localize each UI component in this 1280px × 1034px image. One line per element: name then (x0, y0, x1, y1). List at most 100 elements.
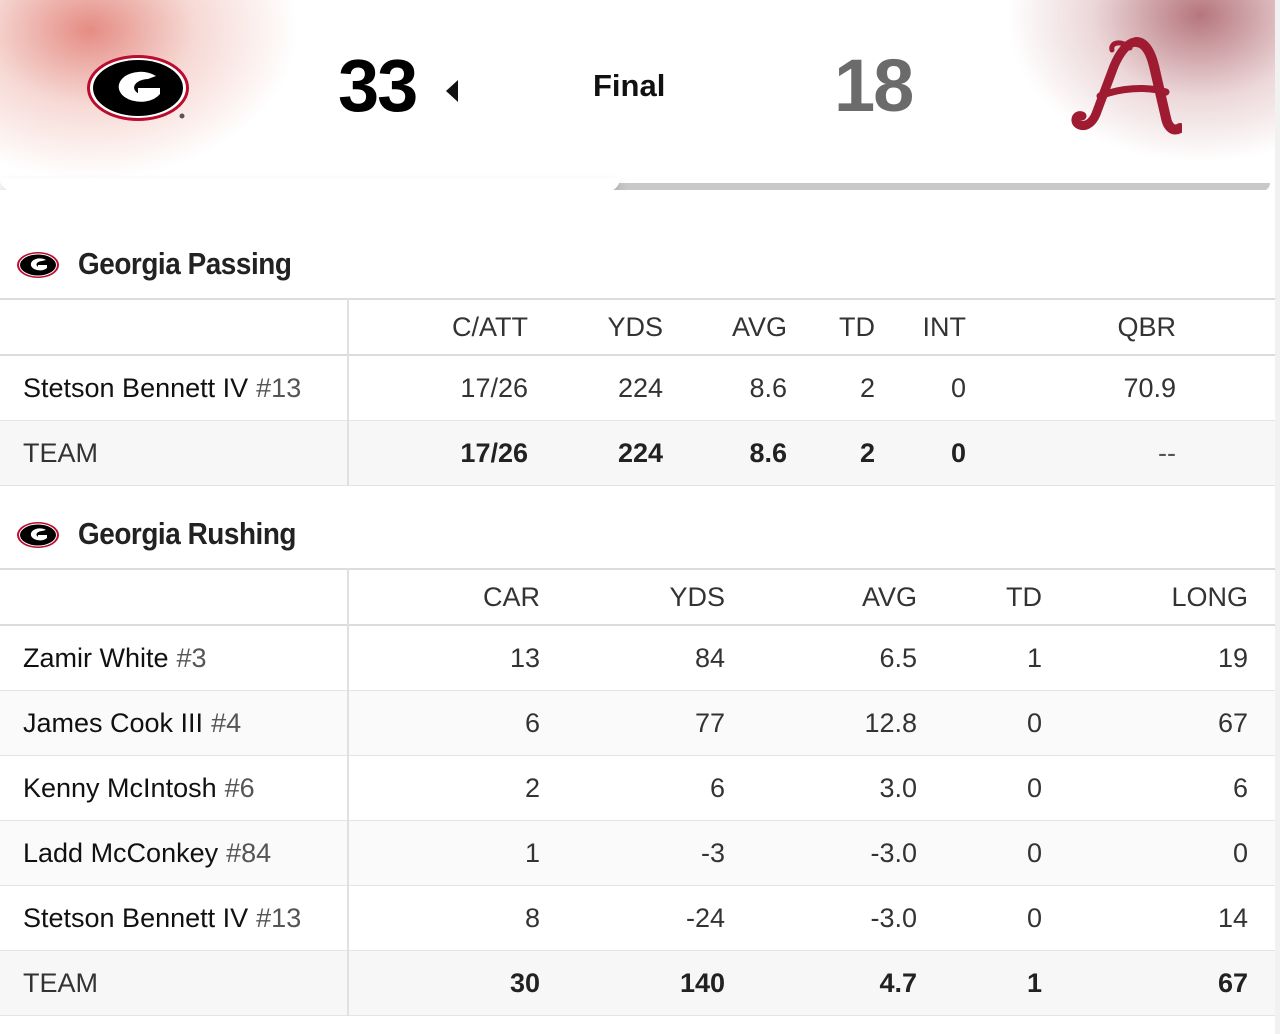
stat-cell: 1 (1026, 967, 1042, 998)
away-team-glow (1010, 0, 1280, 160)
player-cell: James Cook III #4 (0, 690, 349, 756)
header-divider (600, 183, 1270, 190)
stat-cell: 0 (1026, 707, 1042, 738)
rushing-table: CAR YDS AVG TD LONG Zamir White #3 13 84 … (0, 568, 1275, 1016)
stat-cell: 6.5 (879, 642, 917, 673)
stat-cell: 0 (950, 437, 966, 468)
stat-cell: -3.0 (870, 837, 917, 868)
stat-cell: -24 (685, 902, 725, 933)
column-header[interactable]: TD (839, 311, 875, 342)
stat-cell: 2 (859, 372, 875, 403)
column-header[interactable]: YDS (669, 581, 725, 612)
stat-cell: 17/26 (460, 372, 528, 403)
stat-cell: 12.8 (864, 707, 917, 738)
player-cell: Zamir White #3 (0, 625, 349, 691)
player-cell: Stetson Bennett IV #13 (0, 355, 349, 421)
team-label: TEAM (0, 420, 349, 486)
passing-table: C/ATT YDS AVG TD INT QBR Stetson Bennett… (0, 298, 1275, 486)
away-score: 18 (834, 44, 914, 127)
passing-section-title: Georgia Passing (0, 236, 1280, 296)
team-total-row: TEAM 17/26 224 8.6 2 0 -- (0, 420, 1275, 486)
table-row: Kenny McIntosh #6 2 6 3.0 0 6 (0, 755, 1275, 821)
stat-cell: -- (1158, 437, 1176, 468)
stat-cell: 224 (617, 372, 663, 403)
player-name-link[interactable]: Stetson Bennett IV (23, 902, 249, 933)
rushing-section-title: Georgia Rushing (0, 506, 1280, 566)
home-score: 33 (338, 44, 418, 127)
column-header[interactable]: CAR (482, 581, 540, 612)
scoreboard-header: 33 Final 18 (0, 0, 1280, 190)
team-total-row: TEAM 30 140 4.7 1 67 (0, 950, 1275, 1016)
stat-cell: 0 (1026, 902, 1042, 933)
jersey-number: #13 (256, 902, 302, 933)
player-name-link[interactable]: James Cook III (23, 707, 204, 738)
player-name-link[interactable]: Ladd McConkey (23, 837, 219, 868)
georgia-g-logo[interactable] (86, 54, 192, 124)
table-row: Ladd McConkey #84 1 -3 -3.0 0 0 (0, 820, 1275, 886)
stat-cell: 6 (1232, 772, 1248, 803)
column-header[interactable]: INT (922, 311, 967, 342)
stat-cell: 0 (1026, 837, 1042, 868)
player-name-link[interactable]: Zamir White (23, 642, 169, 673)
stat-cell: 0 (950, 372, 966, 403)
stat-cell: 1 (1026, 642, 1042, 673)
column-header[interactable]: QBR (1117, 311, 1176, 342)
column-header[interactable]: LONG (1171, 581, 1248, 612)
scrollbar-track[interactable] (1275, 0, 1280, 1034)
column-header[interactable]: C/ATT (452, 311, 528, 342)
stat-cell: 6 (524, 707, 540, 738)
stat-cell: 2 (524, 772, 540, 803)
column-header[interactable]: AVG (861, 581, 917, 612)
column-header[interactable]: YDS (607, 311, 663, 342)
stat-cell: 224 (617, 437, 663, 468)
player-name-link[interactable]: Stetson Bennett IV (23, 372, 249, 403)
table-row: Stetson Bennett IV #13 17/26 224 8.6 2 0 … (0, 355, 1275, 421)
stat-cell: 30 (509, 967, 540, 998)
player-cell: Kenny McIntosh #6 (0, 755, 349, 821)
game-status: Final (593, 68, 666, 103)
stat-cell: 14 (1217, 902, 1248, 933)
stat-cell: 140 (679, 967, 725, 998)
stat-cell: 67 (1217, 967, 1248, 998)
georgia-g-icon (17, 522, 59, 548)
stat-cell: 19 (1217, 642, 1248, 673)
stat-cell: 13 (509, 642, 540, 673)
stat-cell: 6 (709, 772, 725, 803)
stat-cell: 4.7 (879, 967, 917, 998)
player-cell: Stetson Bennett IV #13 (0, 885, 349, 951)
stat-cell: 77 (694, 707, 725, 738)
team-label: TEAM (0, 950, 349, 1016)
stat-cell: 8.6 (749, 372, 787, 403)
stat-cell: 8 (524, 902, 540, 933)
stat-cell: 3.0 (879, 772, 917, 803)
stat-cell: 8.6 (749, 437, 787, 468)
table-row: Zamir White #3 13 84 6.5 1 19 (0, 625, 1275, 691)
georgia-g-icon (17, 252, 59, 278)
table-row: James Cook III #4 6 77 12.8 0 67 (0, 690, 1275, 756)
column-header[interactable]: TD (1006, 581, 1042, 612)
stat-cell: 1 (524, 837, 540, 868)
player-name-link[interactable]: Kenny McIntosh (23, 772, 217, 803)
player-column-header (0, 299, 349, 355)
stat-cell: 0 (1232, 837, 1248, 868)
stat-cell: 17/26 (460, 437, 528, 468)
stat-cell: 67 (1217, 707, 1248, 738)
stat-cell: -3 (700, 837, 725, 868)
passing-title: Georgia Passing (78, 246, 292, 281)
left-arrow-icon (446, 80, 458, 102)
rushing-header-row: CAR YDS AVG TD LONG (0, 569, 1275, 625)
stat-cell: 70.9 (1123, 372, 1176, 403)
table-row: Stetson Bennett IV #13 8 -24 -3.0 0 14 (0, 885, 1275, 951)
stat-cell: 0 (1026, 772, 1042, 803)
jersey-number: #6 (224, 772, 255, 803)
jersey-number: #84 (226, 837, 272, 868)
rushing-title: Georgia Rushing (78, 516, 297, 551)
player-cell: Ladd McConkey #84 (0, 820, 349, 886)
alabama-script-a-logo[interactable] (1070, 36, 1182, 140)
player-column-header (0, 569, 349, 625)
header-tab-shadow (0, 178, 620, 190)
stat-cell: 2 (859, 437, 875, 468)
jersey-number: #13 (256, 372, 302, 403)
passing-header-row: C/ATT YDS AVG TD INT QBR (0, 299, 1275, 355)
column-header[interactable]: AVG (731, 311, 787, 342)
